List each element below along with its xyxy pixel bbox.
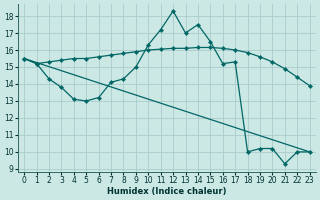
X-axis label: Humidex (Indice chaleur): Humidex (Indice chaleur)	[107, 187, 227, 196]
